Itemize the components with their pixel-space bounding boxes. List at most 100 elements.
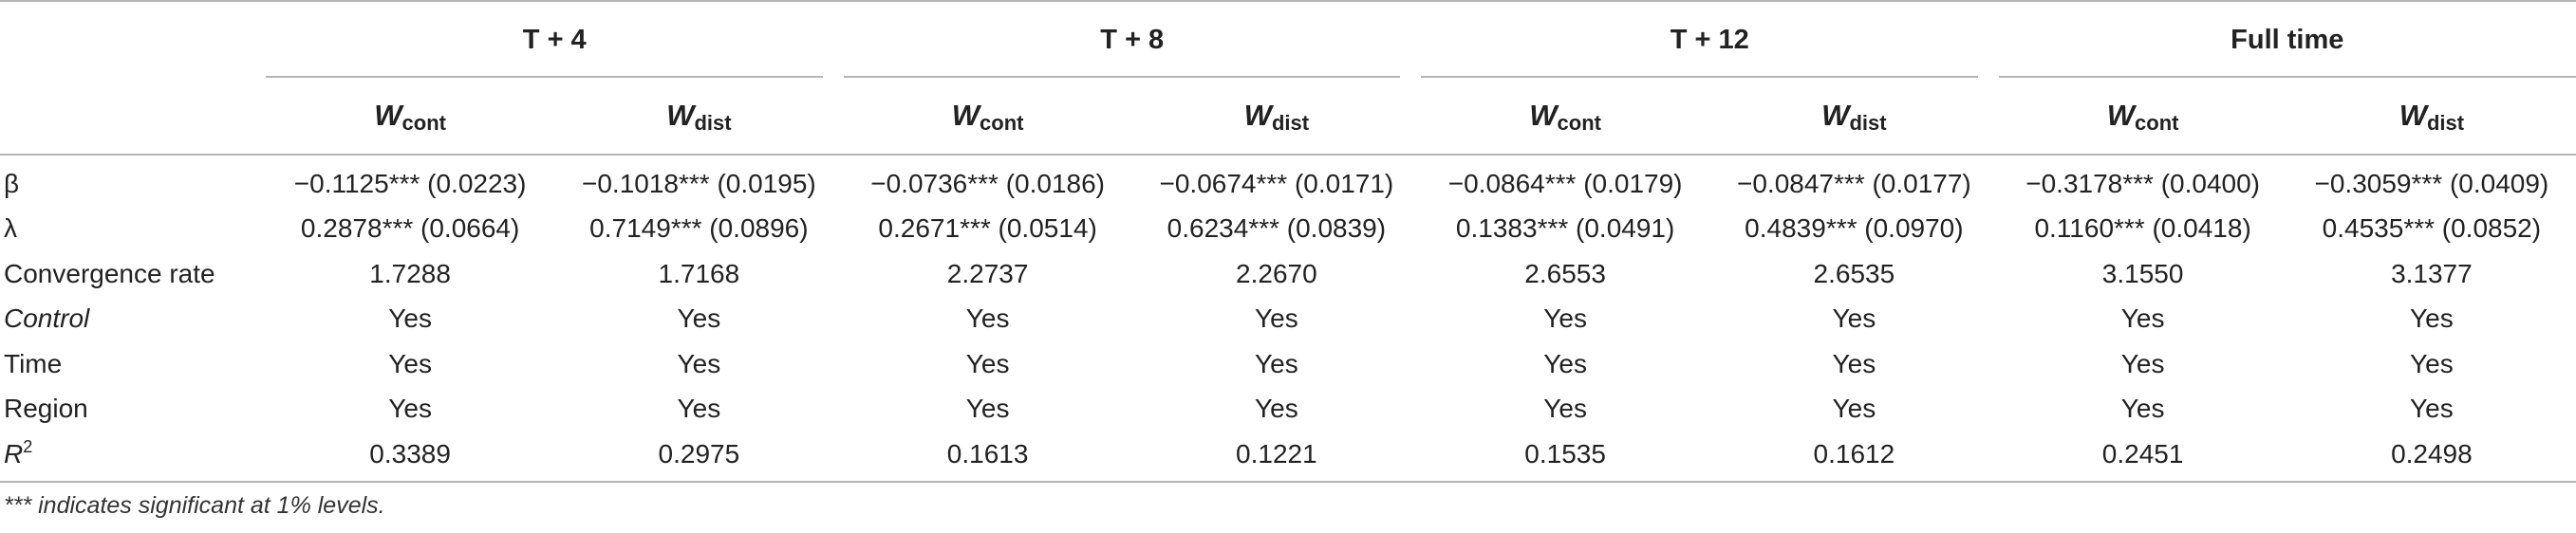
- row-label: λ: [4, 213, 17, 244]
- group-header-label: T + 12: [1670, 24, 1749, 55]
- table-cell: 0.1535: [1421, 432, 1710, 483]
- table-cell: Yes: [1832, 394, 1876, 424]
- table-cell: 0.1383*** (0.0491): [1455, 213, 1675, 244]
- subheader-main: W: [951, 99, 980, 132]
- table-row-time: Time Yes Yes Yes Yes Yes Yes Yes Yes: [0, 341, 2576, 387]
- subheader-sub: cont: [1557, 111, 1601, 135]
- table-row-r-squared: R2 0.3389 0.2975 0.1613 0.1221 0.1535 0.…: [0, 432, 2576, 483]
- table-cell: −0.3059*** (0.0409): [2314, 168, 2549, 198]
- table-cell: 0.6234*** (0.0839): [1167, 213, 1387, 244]
- table-cell: 1.7288: [369, 258, 451, 288]
- table-cell: Yes: [2410, 303, 2454, 334]
- subheader-sub: dist: [694, 111, 732, 135]
- table-cell: −0.0736*** (0.0186): [870, 168, 1105, 198]
- table-cell: 0.1613: [843, 432, 1132, 483]
- table-cell: 0.2498: [2287, 432, 2576, 483]
- table-cell: 0.1221: [1131, 432, 1421, 483]
- table-cell: Yes: [1832, 303, 1876, 334]
- subheader-sub: cont: [980, 111, 1024, 135]
- group-header-label: T + 4: [522, 24, 587, 55]
- subheader-w-cont: Wcont: [266, 78, 555, 156]
- table-cell: Yes: [965, 348, 1010, 378]
- subheader-w-dist: Wdist: [2287, 78, 2576, 156]
- table-cell: 0.3389: [266, 432, 555, 483]
- subheader-corner-cell: [0, 78, 266, 156]
- table-cell: 0.2451: [1998, 432, 2287, 483]
- corner-cell: [0, 0, 266, 78]
- table-cell: Yes: [388, 394, 432, 424]
- table-cell: −0.0674*** (0.0171): [1159, 168, 1394, 198]
- subheader-main: W: [1243, 99, 1272, 132]
- subheader-sub: cont: [2135, 111, 2179, 135]
- subheader-sub: dist: [2426, 111, 2465, 135]
- group-header-row: T + 4 T + 8 T + 12 Full time: [0, 0, 2576, 78]
- table-row-lambda: λ 0.2878*** (0.0664) 0.7149*** (0.0896) …: [0, 207, 2576, 252]
- subheader-w-cont: Wcont: [1998, 78, 2287, 156]
- table-cell: 0.1160*** (0.0418): [2034, 213, 2251, 244]
- row-label-superscript: 2: [23, 436, 33, 456]
- group-rule: [1998, 76, 2576, 78]
- table-cell: Yes: [1255, 348, 1298, 378]
- table-cell: −0.0847*** (0.0177): [1737, 168, 1971, 198]
- table-cell: Yes: [2410, 394, 2454, 424]
- group-header-t12: T + 12: [1421, 0, 1999, 78]
- subheader-main: W: [2106, 99, 2136, 132]
- table-cell: 0.7149*** (0.0896): [589, 213, 809, 244]
- table-row-convergence-rate: Convergence rate 1.7288 1.7168 2.2737 2.…: [0, 251, 2576, 297]
- table-cell: 2.6553: [1524, 258, 1606, 288]
- table-cell: 0.2671*** (0.0514): [878, 213, 1097, 244]
- table-row-region: Region Yes Yes Yes Yes Yes Yes Yes Yes: [0, 387, 2576, 432]
- row-label: Control: [4, 303, 90, 334]
- subheader-w-cont: Wcont: [843, 78, 1132, 156]
- table-cell: Yes: [677, 394, 721, 424]
- group-rule: [1421, 76, 1978, 78]
- table-cell: Yes: [1255, 394, 1298, 424]
- row-label: Convergence rate: [4, 258, 215, 288]
- table-cell: 2.2670: [1236, 258, 1317, 288]
- table-cell: −0.1125*** (0.0223): [293, 168, 527, 198]
- group-header-t8: T + 8: [843, 0, 1421, 78]
- group-rule: [266, 76, 823, 78]
- table-cell: 0.1612: [1709, 432, 1999, 483]
- table-cell: 0.2878*** (0.0664): [300, 213, 520, 244]
- table-cell: 2.2737: [946, 258, 1029, 288]
- table-cell: Yes: [677, 303, 721, 334]
- subheader-main: W: [2399, 99, 2427, 132]
- subheader-w-dist: Wdist: [1131, 78, 1421, 156]
- table-cell: Yes: [677, 348, 721, 378]
- table-cell: Yes: [388, 303, 432, 334]
- table-cell: 0.4535*** (0.0852): [2322, 213, 2542, 244]
- table-cell: Yes: [2120, 394, 2165, 424]
- row-label: Region: [4, 394, 88, 424]
- results-table-container: T + 4 T + 8 T + 12 Full time Wco: [0, 0, 2576, 519]
- regression-results-table: T + 4 T + 8 T + 12 Full time Wco: [0, 0, 2576, 483]
- table-cell: Yes: [2120, 303, 2165, 334]
- table-cell: Yes: [2410, 348, 2454, 378]
- row-label: β: [4, 168, 20, 198]
- subheader-main: W: [374, 99, 402, 132]
- table-cell: 3.1377: [2391, 258, 2473, 288]
- table-cell: Yes: [1543, 394, 1587, 424]
- table-cell: 1.7168: [658, 258, 740, 288]
- group-header-label: T + 8: [1100, 24, 1165, 55]
- group-header-label: Full time: [2231, 24, 2344, 55]
- subheader-w-cont: Wcont: [1421, 78, 1710, 156]
- table-cell: Yes: [1543, 348, 1587, 378]
- table-cell: 0.2975: [554, 432, 844, 483]
- subheader-main: W: [1821, 99, 1850, 132]
- table-footnote: *** indicates significant at 1% levels.: [4, 491, 385, 519]
- subheader-sub: dist: [1849, 111, 1887, 135]
- subheader-w-dist: Wdist: [1709, 78, 1999, 156]
- table-cell: 2.6535: [1813, 258, 1895, 288]
- subheader-main: W: [1529, 99, 1558, 132]
- row-label-r-squared: R2: [0, 432, 266, 483]
- subheader-sub: cont: [401, 111, 446, 135]
- table-cell: Yes: [388, 348, 432, 378]
- table-cell: 3.1550: [2101, 258, 2184, 288]
- table-row-control: Control Yes Yes Yes Yes Yes Yes Yes Yes: [0, 297, 2576, 342]
- table-cell: Yes: [2120, 348, 2165, 378]
- table-cell: Yes: [1255, 303, 1298, 334]
- group-header-full-time: Full time: [1998, 0, 2576, 78]
- table-cell: −0.0864*** (0.0179): [1447, 168, 1683, 198]
- row-label: Time: [4, 348, 63, 378]
